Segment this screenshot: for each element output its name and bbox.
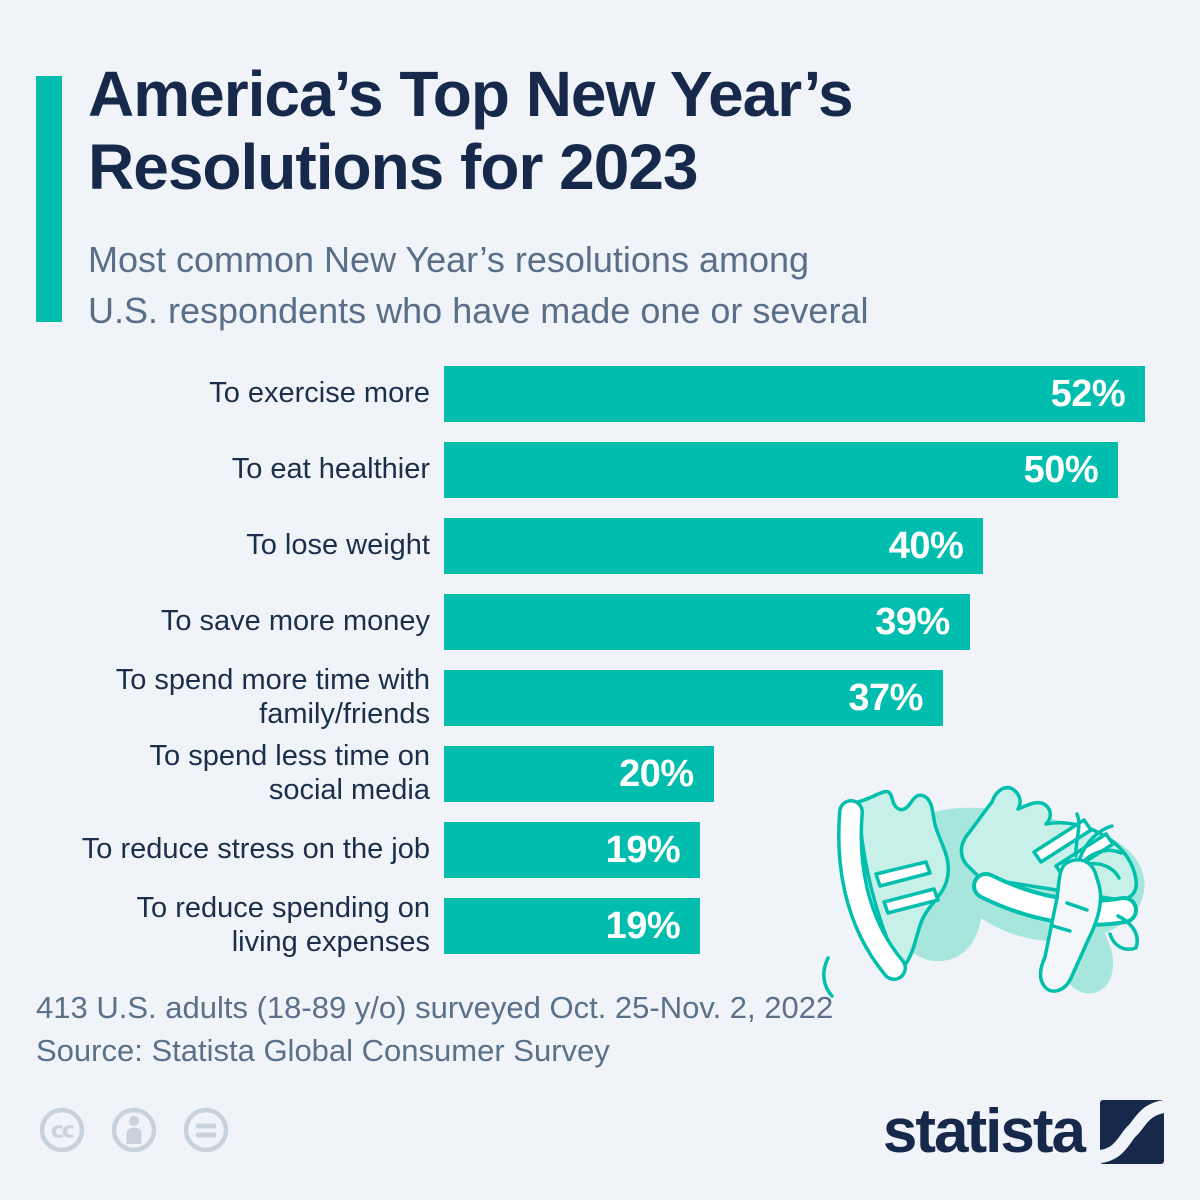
- bar: 20%: [444, 746, 714, 802]
- sneakers-carrot-illustration: [822, 785, 1145, 998]
- page-subtitle: Most common New Year’s resolutions among…: [88, 234, 1128, 336]
- footnote: 413 U.S. adults (18-89 y/o) surveyed Oct…: [36, 986, 833, 1073]
- bar-category-label: To spend more time with family/friends: [115, 664, 430, 730]
- chart-row: To save more money 39%: [36, 594, 1164, 650]
- subtitle-line-2: U.S. respondents who have made one or se…: [88, 290, 869, 332]
- bar-value-label: 20%: [619, 752, 694, 795]
- bar-category-label: To spend less time on social media: [149, 740, 430, 806]
- bar-chart: To exercise more 52% To eat healthier 50% To…: [36, 366, 1164, 974]
- bar-category-label: To eat healthier: [231, 453, 430, 486]
- page-title: America’s Top New Year’s Resolutions for…: [88, 58, 1148, 204]
- chart-row: To eat healthier 50%: [36, 442, 1164, 498]
- bar: 52%: [444, 366, 1146, 422]
- chart-row: To spend more time with family/friends 37…: [36, 664, 1164, 730]
- bar-value-label: 50%: [1023, 448, 1099, 491]
- title-line-1: America’s Top New Year’s: [88, 58, 854, 130]
- bar-track: 19%: [444, 898, 1164, 954]
- statista-branding: statista: [883, 1096, 1164, 1167]
- bar-value-label: 37%: [848, 676, 923, 719]
- survey-note: 413 U.S. adults (18-89 y/o) surveyed Oct…: [36, 990, 834, 1025]
- bar-track: 50%: [444, 442, 1164, 498]
- cc-icon: cc: [39, 1107, 85, 1153]
- bar-track: 52%: [444, 366, 1164, 422]
- statista-logo-icon: [1100, 1099, 1164, 1164]
- license-icons: cc: [38, 1106, 230, 1154]
- cc-by-person-icon: [111, 1107, 157, 1153]
- chart-row: To exercise more 52%: [36, 366, 1164, 422]
- bar: 39%: [444, 594, 970, 650]
- bar-track: 37%: [444, 670, 1164, 726]
- bar-value-label: 19%: [605, 828, 681, 871]
- bar: 37%: [444, 670, 943, 726]
- left-sneaker: [837, 789, 951, 981]
- carrot: [1038, 812, 1123, 993]
- bar: 19%: [444, 822, 701, 878]
- statista-wordmark: statista: [882, 1097, 1086, 1166]
- bar: 50%: [444, 442, 1119, 498]
- bar-track: 40%: [444, 518, 1164, 574]
- bar-track: 19%: [444, 822, 1164, 878]
- bar: 40%: [444, 518, 984, 574]
- bar-value-label: 39%: [875, 600, 950, 643]
- title-line-2: Resolutions for 2023: [88, 130, 699, 203]
- bar-category-label: To reduce spending on living expenses: [136, 892, 430, 958]
- chart-row: To lose weight 40%: [36, 518, 1164, 574]
- bar-value-label: 40%: [888, 524, 964, 567]
- bar-value-label: 52%: [1050, 372, 1126, 415]
- bar-track: 39%: [444, 594, 1164, 650]
- chart-row: To spend less time on social media 20%: [36, 740, 1164, 806]
- bar-category-label: To exercise more: [209, 377, 430, 410]
- bar: 19%: [444, 898, 701, 954]
- bar-track: 20%: [444, 746, 1164, 802]
- bar-category-label: To reduce stress on the job: [81, 833, 430, 866]
- teal-accent-bar: [36, 76, 62, 322]
- subtitle-line-1: Most common New Year’s resolutions among: [88, 239, 810, 280]
- bar-value-label: 19%: [605, 904, 681, 947]
- source-note: Source: Statista Global Consumer Survey: [36, 1033, 610, 1069]
- cc-icon-letters: cc: [51, 1119, 74, 1144]
- cc-nd-equals-icon: [183, 1107, 229, 1153]
- chart-row: To reduce stress on the job 19%: [36, 822, 1164, 878]
- bar-category-label: To lose weight: [246, 529, 430, 562]
- bar-category-label: To save more money: [160, 605, 430, 638]
- chart-row: To reduce spending on living expenses 19%: [36, 892, 1164, 958]
